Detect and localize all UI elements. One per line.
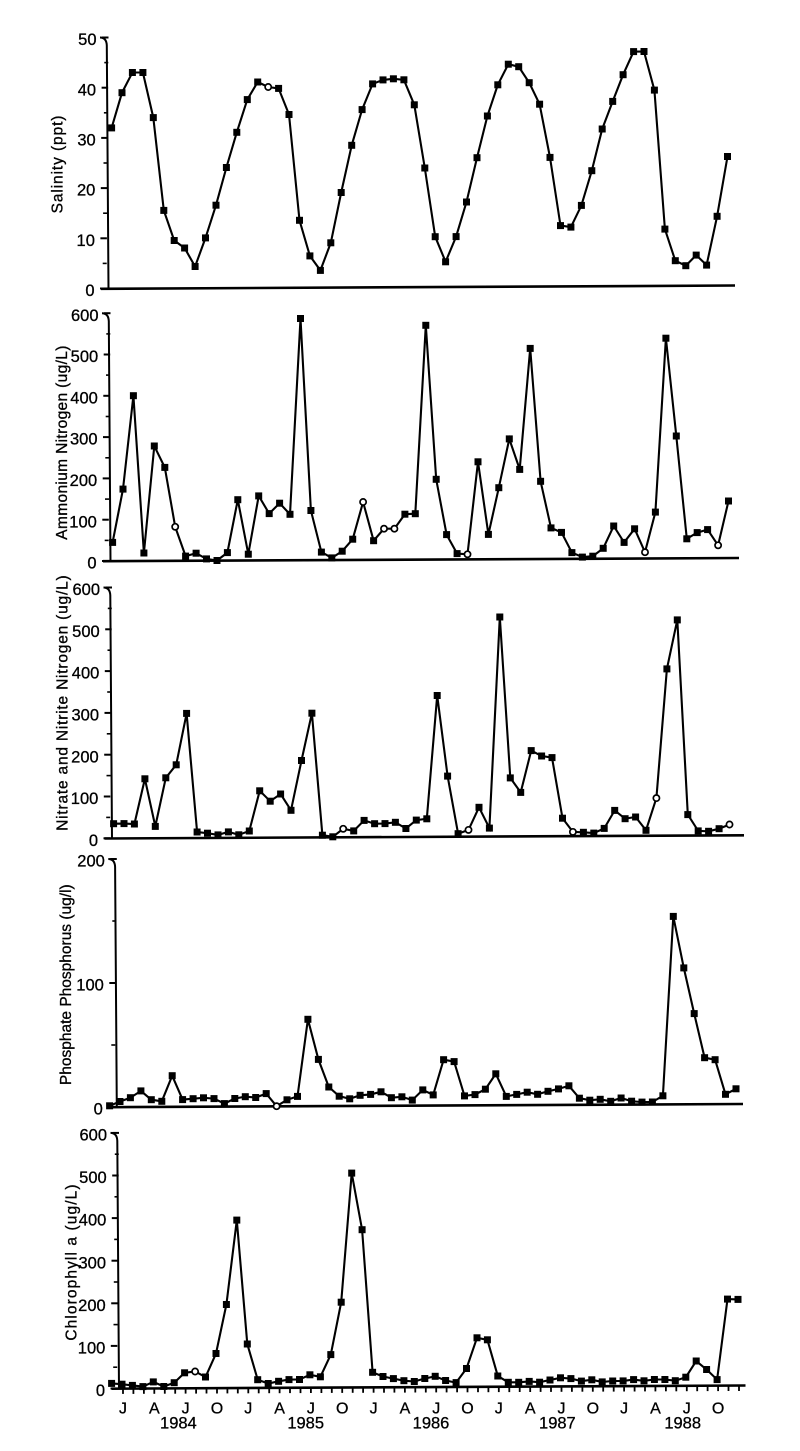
svg-text:1985: 1985	[287, 1415, 324, 1433]
svg-text:600: 600	[79, 1127, 107, 1145]
svg-text:J: J	[683, 1401, 691, 1418]
svg-text:O: O	[461, 1401, 473, 1418]
svg-text:500: 500	[71, 348, 99, 366]
svg-text:J: J	[307, 1401, 315, 1418]
svg-text:0: 0	[89, 832, 98, 850]
svg-text:50: 50	[78, 31, 96, 49]
svg-text:J: J	[558, 1401, 566, 1418]
svg-text:600: 600	[71, 307, 99, 325]
svg-text:A: A	[400, 1401, 411, 1418]
svg-text:300: 300	[71, 707, 99, 725]
svg-text:O: O	[336, 1401, 348, 1418]
svg-text:200: 200	[78, 1297, 106, 1315]
svg-text:Nitrate and Nitrite Nitrogen (: Nitrate and Nitrite Nitrogen (ug/L)	[55, 575, 72, 831]
svg-text:Chlorophyll a (ug/L): Chlorophyll a (ug/L)	[64, 1183, 81, 1340]
svg-text:Ammonium Nitrogen (ug/L): Ammonium Nitrogen (ug/L)	[54, 345, 71, 539]
svg-text:500: 500	[72, 623, 100, 641]
svg-text:1987: 1987	[539, 1415, 576, 1433]
svg-text:300: 300	[70, 431, 98, 449]
svg-text:O: O	[587, 1401, 599, 1418]
svg-text:J: J	[182, 1401, 190, 1418]
svg-text:500: 500	[79, 1169, 107, 1187]
svg-text:100: 100	[76, 977, 104, 995]
svg-text:O: O	[712, 1401, 724, 1418]
svg-text:300: 300	[78, 1254, 106, 1272]
svg-text:Phosphate Phosphorus (ug/l): Phosphate Phosphorus (ug/l)	[58, 884, 75, 1085]
svg-text:J: J	[620, 1401, 628, 1418]
svg-text:0: 0	[87, 555, 96, 573]
svg-text:O: O	[211, 1401, 223, 1418]
svg-text:400: 400	[72, 665, 100, 683]
svg-text:A: A	[650, 1401, 661, 1418]
svg-text:100: 100	[71, 790, 99, 808]
svg-text:200: 200	[70, 472, 98, 490]
svg-text:100: 100	[78, 1340, 106, 1358]
svg-text:A: A	[149, 1401, 160, 1418]
svg-text:200: 200	[71, 748, 99, 766]
svg-text:1986: 1986	[413, 1415, 450, 1433]
svg-text:600: 600	[72, 581, 100, 599]
svg-text:Salinity (ppt): Salinity (ppt)	[49, 115, 66, 214]
svg-text:J: J	[495, 1401, 503, 1418]
svg-text:30: 30	[77, 132, 95, 150]
svg-text:100: 100	[69, 513, 97, 531]
svg-text:A: A	[274, 1401, 285, 1418]
svg-text:20: 20	[77, 182, 95, 200]
svg-text:0: 0	[96, 1382, 105, 1400]
svg-text:0: 0	[85, 282, 94, 300]
svg-text:A: A	[525, 1401, 536, 1418]
svg-text:40: 40	[78, 81, 96, 99]
svg-text:1984: 1984	[160, 1415, 197, 1433]
svg-text:0: 0	[94, 1101, 103, 1119]
svg-text:400: 400	[70, 389, 98, 407]
svg-text:J: J	[370, 1401, 378, 1418]
svg-text:200: 200	[77, 853, 105, 871]
svg-text:J: J	[119, 1401, 127, 1418]
svg-text:400: 400	[79, 1212, 107, 1230]
svg-text:J: J	[432, 1401, 440, 1418]
svg-text:J: J	[244, 1401, 252, 1418]
svg-text:1988: 1988	[664, 1415, 701, 1433]
svg-text:10: 10	[77, 232, 95, 250]
